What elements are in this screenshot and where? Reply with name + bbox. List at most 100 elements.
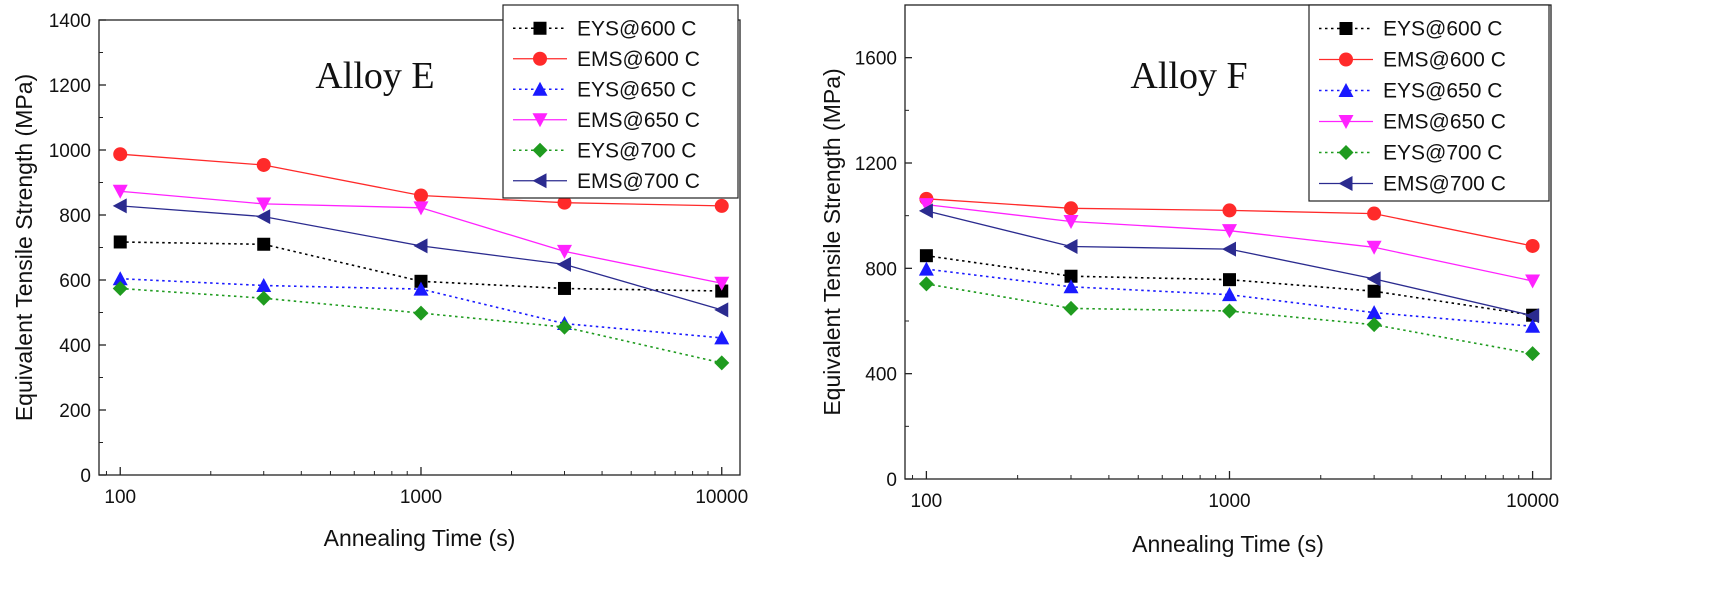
chart-panel-2: 0 400 800 1200 1600 100 1000 10000 Annealing Tim… [819,4,1559,557]
data-point [1221,241,1236,257]
series-5 [918,276,1541,362]
data-point [715,284,729,298]
y-tick-label: 200 [59,401,91,422]
y-tick-label: 600 [59,271,91,292]
data-point [1366,317,1382,333]
series-1 [919,249,1540,322]
legend-label: EMS@600 C [577,48,700,71]
x-axis-title: Annealing Time (s) [324,525,516,551]
data-point [1366,271,1381,287]
legend-label: EMS@650 C [577,109,700,132]
data-point [1525,318,1541,333]
plot-frame [904,4,1552,480]
data-point [1063,300,1079,316]
data-point [918,261,934,276]
y-tick-label: 1400 [49,11,91,32]
y-tick-label: 800 [59,206,91,227]
legend-label: EYS@650 C [1383,80,1502,103]
y-tick-label: 0 [886,470,897,491]
data-point [918,203,933,219]
legend-label: EYS@600 C [577,17,696,40]
legend-item: EYS@600 C [1319,18,1502,41]
series-5 [112,280,730,371]
data-point [1222,273,1236,287]
x-tick-label: 10000 [695,487,748,508]
legend-item: EYS@700 C [1319,142,1502,165]
legend-marker [1338,83,1354,97]
legend: EYS@600 C EMS@600 C EYS@650 C EMS@650 C EYS@… [1308,4,1550,202]
legend-item: EMS@600 C [513,48,700,71]
legend-marker [532,81,548,96]
data-point [714,276,730,291]
data-point [1525,238,1540,253]
legend-marker [1338,115,1354,129]
data-point [112,271,128,286]
chart-title: Alloy E [315,55,434,97]
legend-label: EMS@700 C [577,170,700,193]
data-point [413,188,428,203]
data-point [113,235,127,249]
legend-label: EYS@700 C [1383,142,1502,165]
legend-item: EYS@700 C [513,139,696,162]
data-point [413,305,429,321]
data-point [1064,269,1078,283]
data-point [1367,284,1381,298]
data-point [556,244,572,259]
x-tick-label: 1000 [1208,491,1250,512]
legend-marker [533,51,547,66]
legend: EYS@600 C EMS@600 C EYS@650 C EMS@650 C EYS@… [502,4,739,199]
data-point [256,209,271,225]
series-line [926,283,1533,355]
legend-label: EMS@600 C [1383,49,1506,72]
legend-label: EYS@700 C [577,139,696,162]
legend-item: EYS@650 C [1319,80,1502,103]
data-point [1063,214,1079,229]
y-tick-label: 1200 [855,154,897,175]
data-point [112,198,127,214]
data-point [918,198,934,213]
series-line [120,287,722,364]
legend-marker [532,113,548,128]
data-point [1367,206,1382,221]
legend-marker [532,142,548,158]
legend-marker [1338,145,1354,160]
series-4 [918,198,1541,289]
chart-title: Alloy F [1130,55,1247,97]
series-4 [112,184,730,291]
data-point [1366,240,1382,255]
y-tick-label: 1200 [49,76,91,97]
data-point [256,278,272,293]
data-point [1221,224,1237,239]
data-point [556,319,572,335]
legend-item: EMS@650 C [513,109,700,132]
y-axis-title: Equivalent Tensile Strength (MPa) [819,68,845,415]
data-point [557,281,571,295]
data-point [413,238,428,254]
data-point [1064,201,1079,216]
data-point [1063,279,1079,294]
data-point [714,198,729,213]
x-axis-title: Annealing Time (s) [1132,531,1324,557]
legend-marker [1338,176,1353,191]
series-1 [113,235,729,298]
legend-label: EMS@650 C [1383,111,1506,134]
legend-item: EMS@600 C [1319,49,1506,72]
series-3 [918,261,1541,333]
data-point [557,195,572,210]
data-point [1221,303,1237,319]
data-point [112,184,128,199]
x-tick-label: 1000 [400,487,442,508]
data-point [413,201,429,216]
x-tick-label: 10000 [1506,491,1559,512]
legend-item: EMS@700 C [513,170,700,193]
chart-panel-1: 0 200 400 600 800 1000 1200 1400 100 1000 10000 Ann… [11,4,748,551]
y-tick-label: 1600 [855,49,897,70]
data-point [413,281,429,296]
series-6 [112,198,729,318]
legend-item: EYS@650 C [513,78,696,101]
legend-box [502,4,739,199]
data-point [1063,238,1078,254]
legend-item: EMS@650 C [1319,111,1506,134]
legend-marker [1339,52,1353,67]
